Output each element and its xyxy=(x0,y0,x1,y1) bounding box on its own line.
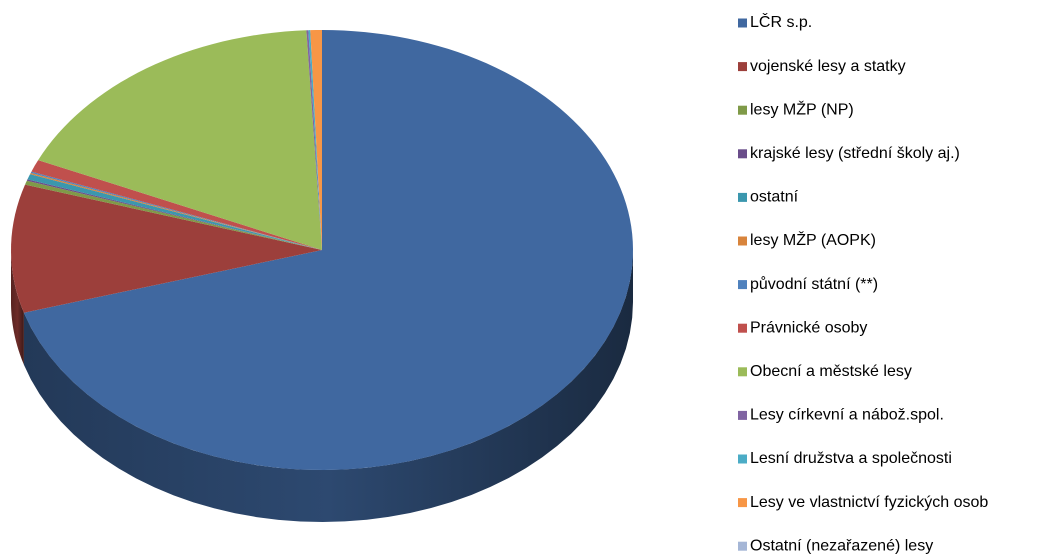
slice xyxy=(308,30,322,251)
legend-swatch xyxy=(738,454,747,464)
slice xyxy=(11,184,323,313)
legend-label: vojenské lesy a statky xyxy=(750,58,906,75)
legend-label: Lesní družstva a společnosti xyxy=(750,450,952,467)
slice xyxy=(30,171,323,250)
legend-label: krajské lesy (střední školy aj.) xyxy=(750,145,960,162)
slice xyxy=(23,30,633,470)
slice xyxy=(38,30,322,251)
legend-label: lesy MŽP (NP) xyxy=(750,99,854,118)
legend-label: Lesy církevní a nábož.spol. xyxy=(750,407,944,424)
legend-swatch xyxy=(738,149,747,159)
slice xyxy=(306,30,322,251)
legend-swatch xyxy=(738,541,747,551)
legend-swatch xyxy=(738,236,747,246)
slice xyxy=(26,179,323,250)
legend-swatch xyxy=(738,192,747,202)
legend-swatch xyxy=(738,105,747,115)
slice xyxy=(27,174,323,250)
slice xyxy=(31,160,322,250)
legend-label: LČR s.p. xyxy=(750,12,812,31)
slice-side xyxy=(11,250,24,365)
legend-swatch xyxy=(738,280,747,290)
legend-swatch xyxy=(738,62,747,72)
legend-label: Právnické osoby xyxy=(750,319,867,336)
legend-swatch xyxy=(738,18,747,28)
legend-swatch xyxy=(738,367,747,377)
legend-label: lesy MŽP (AOPK) xyxy=(750,230,876,249)
legend-label: Ostatní (nezařazené) lesy xyxy=(750,537,933,554)
slice xyxy=(25,180,322,250)
legend-swatch xyxy=(738,498,747,508)
slice xyxy=(30,172,322,250)
slice-side xyxy=(23,250,634,522)
legend-label: původní státní (**) xyxy=(750,275,878,293)
legend-label: ostatní xyxy=(750,189,799,206)
legend-label: Lesy ve vlastnictví fyzických osob xyxy=(750,494,988,511)
legend-swatch xyxy=(738,323,747,333)
legend-label: Obecní a městské lesy xyxy=(750,363,912,380)
slice xyxy=(310,30,322,250)
legend-swatch xyxy=(738,410,747,420)
